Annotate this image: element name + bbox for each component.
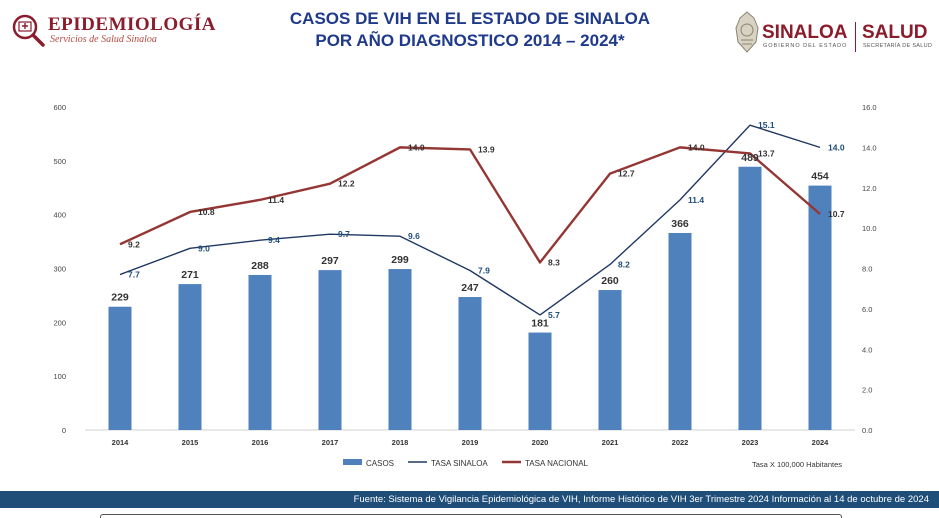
y-right-tick-1: 2.0 bbox=[862, 386, 872, 395]
x-tick-2014: 2014 bbox=[112, 438, 130, 447]
bar-label-2016: 288 bbox=[251, 260, 269, 272]
y-left-tick-4: 400 bbox=[53, 211, 66, 220]
x-tick-2016: 2016 bbox=[252, 438, 269, 447]
line-label-tasa-nacional-2018: 14.0 bbox=[408, 142, 425, 152]
y-right-tick-6: 12.0 bbox=[862, 184, 877, 193]
bar-label-2023: 489 bbox=[741, 152, 759, 164]
x-tick-2022: 2022 bbox=[672, 438, 689, 447]
y-right-tick-4: 8.0 bbox=[862, 265, 872, 274]
rate-note: Tasa X 100,000 Habitantes bbox=[752, 460, 842, 469]
bar-2022 bbox=[669, 233, 692, 430]
y-left-tick-0: 0 bbox=[62, 426, 66, 435]
bar-2016 bbox=[249, 275, 272, 430]
bar-2017 bbox=[319, 270, 342, 430]
bar-label-2024: 454 bbox=[811, 171, 829, 183]
x-tick-2018: 2018 bbox=[392, 438, 409, 447]
y-right-ticks: 0.0 2.0 4.0 6.0 8.0 10.0 12.0 14.0 16.0 bbox=[862, 103, 877, 435]
line-label-tasa-sinaloa-2019: 7.9 bbox=[478, 266, 490, 276]
line-label-tasa-nacional-2023: 13.7 bbox=[758, 148, 775, 158]
bar-label-2015: 271 bbox=[181, 269, 199, 281]
y-right-tick-3: 6.0 bbox=[862, 305, 872, 314]
line-label-tasa-nacional-2015: 10.8 bbox=[198, 207, 215, 217]
x-tick-2017: 2017 bbox=[322, 438, 339, 447]
legend-swatch-casos bbox=[343, 459, 362, 465]
y-right-tick-5: 10.0 bbox=[862, 224, 877, 233]
legend-label-tasa-nacional: TASA NACIONAL bbox=[525, 459, 589, 468]
y-left-tick-6: 600 bbox=[53, 103, 66, 112]
y-right-tick-8: 16.0 bbox=[862, 103, 877, 112]
bar-label-2022: 366 bbox=[671, 218, 689, 230]
line-label-tasa-nacional-2021: 12.7 bbox=[618, 169, 635, 179]
x-tick-2021: 2021 bbox=[602, 438, 619, 447]
legend-label-tasa-sinaloa: TASA SINALOA bbox=[431, 459, 488, 468]
line-label-tasa-sinaloa-2023: 15.1 bbox=[758, 120, 775, 130]
x-tick-2024: 2024 bbox=[812, 438, 830, 447]
bottom-decoration bbox=[100, 514, 842, 518]
line-label-tasa-nacional-2024: 10.7 bbox=[828, 209, 845, 219]
x-tick-2020: 2020 bbox=[532, 438, 549, 447]
bar-label-2018: 299 bbox=[391, 254, 409, 266]
bar-2015 bbox=[179, 284, 202, 430]
line-label-tasa-sinaloa-2018: 9.6 bbox=[408, 231, 420, 241]
bar-2021 bbox=[599, 290, 622, 430]
x-ticks: 2014 2015 2016 2017 2018 2019 2020 2021 2022 2023… bbox=[112, 438, 830, 447]
bar-label-2020: 181 bbox=[531, 318, 549, 330]
y-left-ticks: 0 100 200 300 400 500 600 bbox=[53, 103, 66, 435]
y-right-tick-2: 4.0 bbox=[862, 345, 872, 354]
bar-label-2014: 229 bbox=[111, 292, 129, 304]
line-label-tasa-sinaloa-2014: 7.7 bbox=[128, 270, 140, 280]
bar-2018 bbox=[389, 269, 412, 430]
y-left-tick-1: 100 bbox=[53, 372, 66, 381]
bar-label-2019: 247 bbox=[461, 282, 479, 294]
bar-2014 bbox=[109, 307, 132, 430]
legend: CASOS TASA SINALOA TASA NACIONAL bbox=[343, 459, 589, 468]
y-right-tick-7: 14.0 bbox=[862, 143, 877, 152]
line-label-tasa-nacional-2014: 9.2 bbox=[128, 239, 140, 249]
source-footer: Fuente: Sistema de Vigilancia Epidemioló… bbox=[0, 491, 939, 508]
bar-label-2017: 297 bbox=[321, 255, 339, 267]
line-label-tasa-sinaloa-2024: 14.0 bbox=[828, 142, 845, 152]
line-label-tasa-nacional-2022: 14.0 bbox=[688, 142, 705, 152]
bar-2024 bbox=[809, 186, 832, 430]
x-tick-2023: 2023 bbox=[742, 438, 759, 447]
line-label-tasa-nacional-2016: 11.4 bbox=[268, 195, 284, 205]
bar-2019 bbox=[459, 297, 482, 430]
y-left-tick-2: 200 bbox=[53, 318, 66, 327]
line-label-tasa-sinaloa-2016: 9.4 bbox=[268, 235, 280, 245]
line-label-tasa-sinaloa-2021: 8.2 bbox=[618, 259, 630, 269]
legend-label-casos: CASOS bbox=[366, 459, 394, 468]
line-label-tasa-nacional-2020: 8.3 bbox=[548, 257, 560, 267]
bar-2020 bbox=[529, 333, 552, 430]
line-label-tasa-sinaloa-2020: 5.7 bbox=[548, 310, 560, 320]
line-label-tasa-sinaloa-2022: 11.4 bbox=[688, 195, 704, 205]
x-tick-2019: 2019 bbox=[462, 438, 479, 447]
line-label-tasa-sinaloa-2015: 9.0 bbox=[198, 243, 210, 253]
x-tick-2015: 2015 bbox=[182, 438, 199, 447]
line-label-tasa-nacional-2017: 12.2 bbox=[338, 179, 355, 189]
line-label-tasa-sinaloa-2017: 9.7 bbox=[338, 229, 350, 239]
line-label-tasa-nacional-2019: 13.9 bbox=[478, 144, 495, 154]
y-left-tick-5: 500 bbox=[53, 157, 66, 166]
y-left-tick-3: 300 bbox=[53, 265, 66, 274]
line-tasa-nacional bbox=[120, 147, 820, 262]
hiv-cases-chart: 0 100 200 300 400 500 600 0.0 2.0 4.0 6.0 8.0 10.0 1… bbox=[0, 0, 939, 490]
y-right-tick-0: 0.0 bbox=[862, 426, 872, 435]
bar-2023 bbox=[739, 167, 762, 430]
bar-label-2021: 260 bbox=[601, 275, 619, 287]
